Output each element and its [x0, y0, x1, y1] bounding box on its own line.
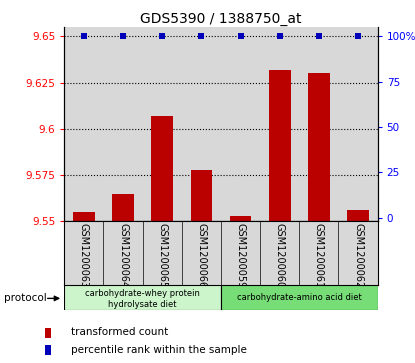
Bar [45, 345, 51, 355]
Text: carbohydrate-amino acid diet: carbohydrate-amino acid diet [237, 293, 362, 302]
Text: GSM1200066: GSM1200066 [196, 223, 206, 289]
Text: GSM1200059: GSM1200059 [236, 223, 246, 289]
Text: GSM1200060: GSM1200060 [275, 223, 285, 289]
Text: percentile rank within the sample: percentile rank within the sample [71, 345, 247, 355]
Text: GSM1200061: GSM1200061 [314, 223, 324, 289]
Bar [299, 27, 339, 221]
Bar [45, 328, 51, 338]
Bar [221, 27, 260, 221]
Bar [308, 73, 330, 221]
Bar [112, 194, 134, 221]
Text: GSM1200062: GSM1200062 [353, 223, 363, 289]
Bar [151, 116, 173, 221]
Text: protocol: protocol [4, 293, 47, 303]
Text: GSM1200064: GSM1200064 [118, 223, 128, 289]
Text: carbohydrate-whey protein: carbohydrate-whey protein [85, 289, 200, 298]
Bar [143, 27, 182, 221]
Bar [73, 212, 95, 221]
Bar [103, 27, 143, 221]
Text: GSM1200063: GSM1200063 [79, 223, 89, 289]
Bar [221, 285, 378, 310]
Text: GSM1200065: GSM1200065 [157, 223, 167, 289]
Bar [260, 27, 299, 221]
Bar [269, 70, 290, 221]
Text: transformed count: transformed count [71, 327, 168, 338]
Bar [230, 216, 251, 221]
Bar [339, 27, 378, 221]
Bar [347, 210, 369, 221]
Bar [182, 27, 221, 221]
Bar [64, 285, 221, 310]
Bar [64, 27, 103, 221]
Title: GDS5390 / 1388750_at: GDS5390 / 1388750_at [140, 12, 302, 26]
Bar [190, 170, 212, 221]
Text: hydrolysate diet: hydrolysate diet [108, 299, 177, 309]
